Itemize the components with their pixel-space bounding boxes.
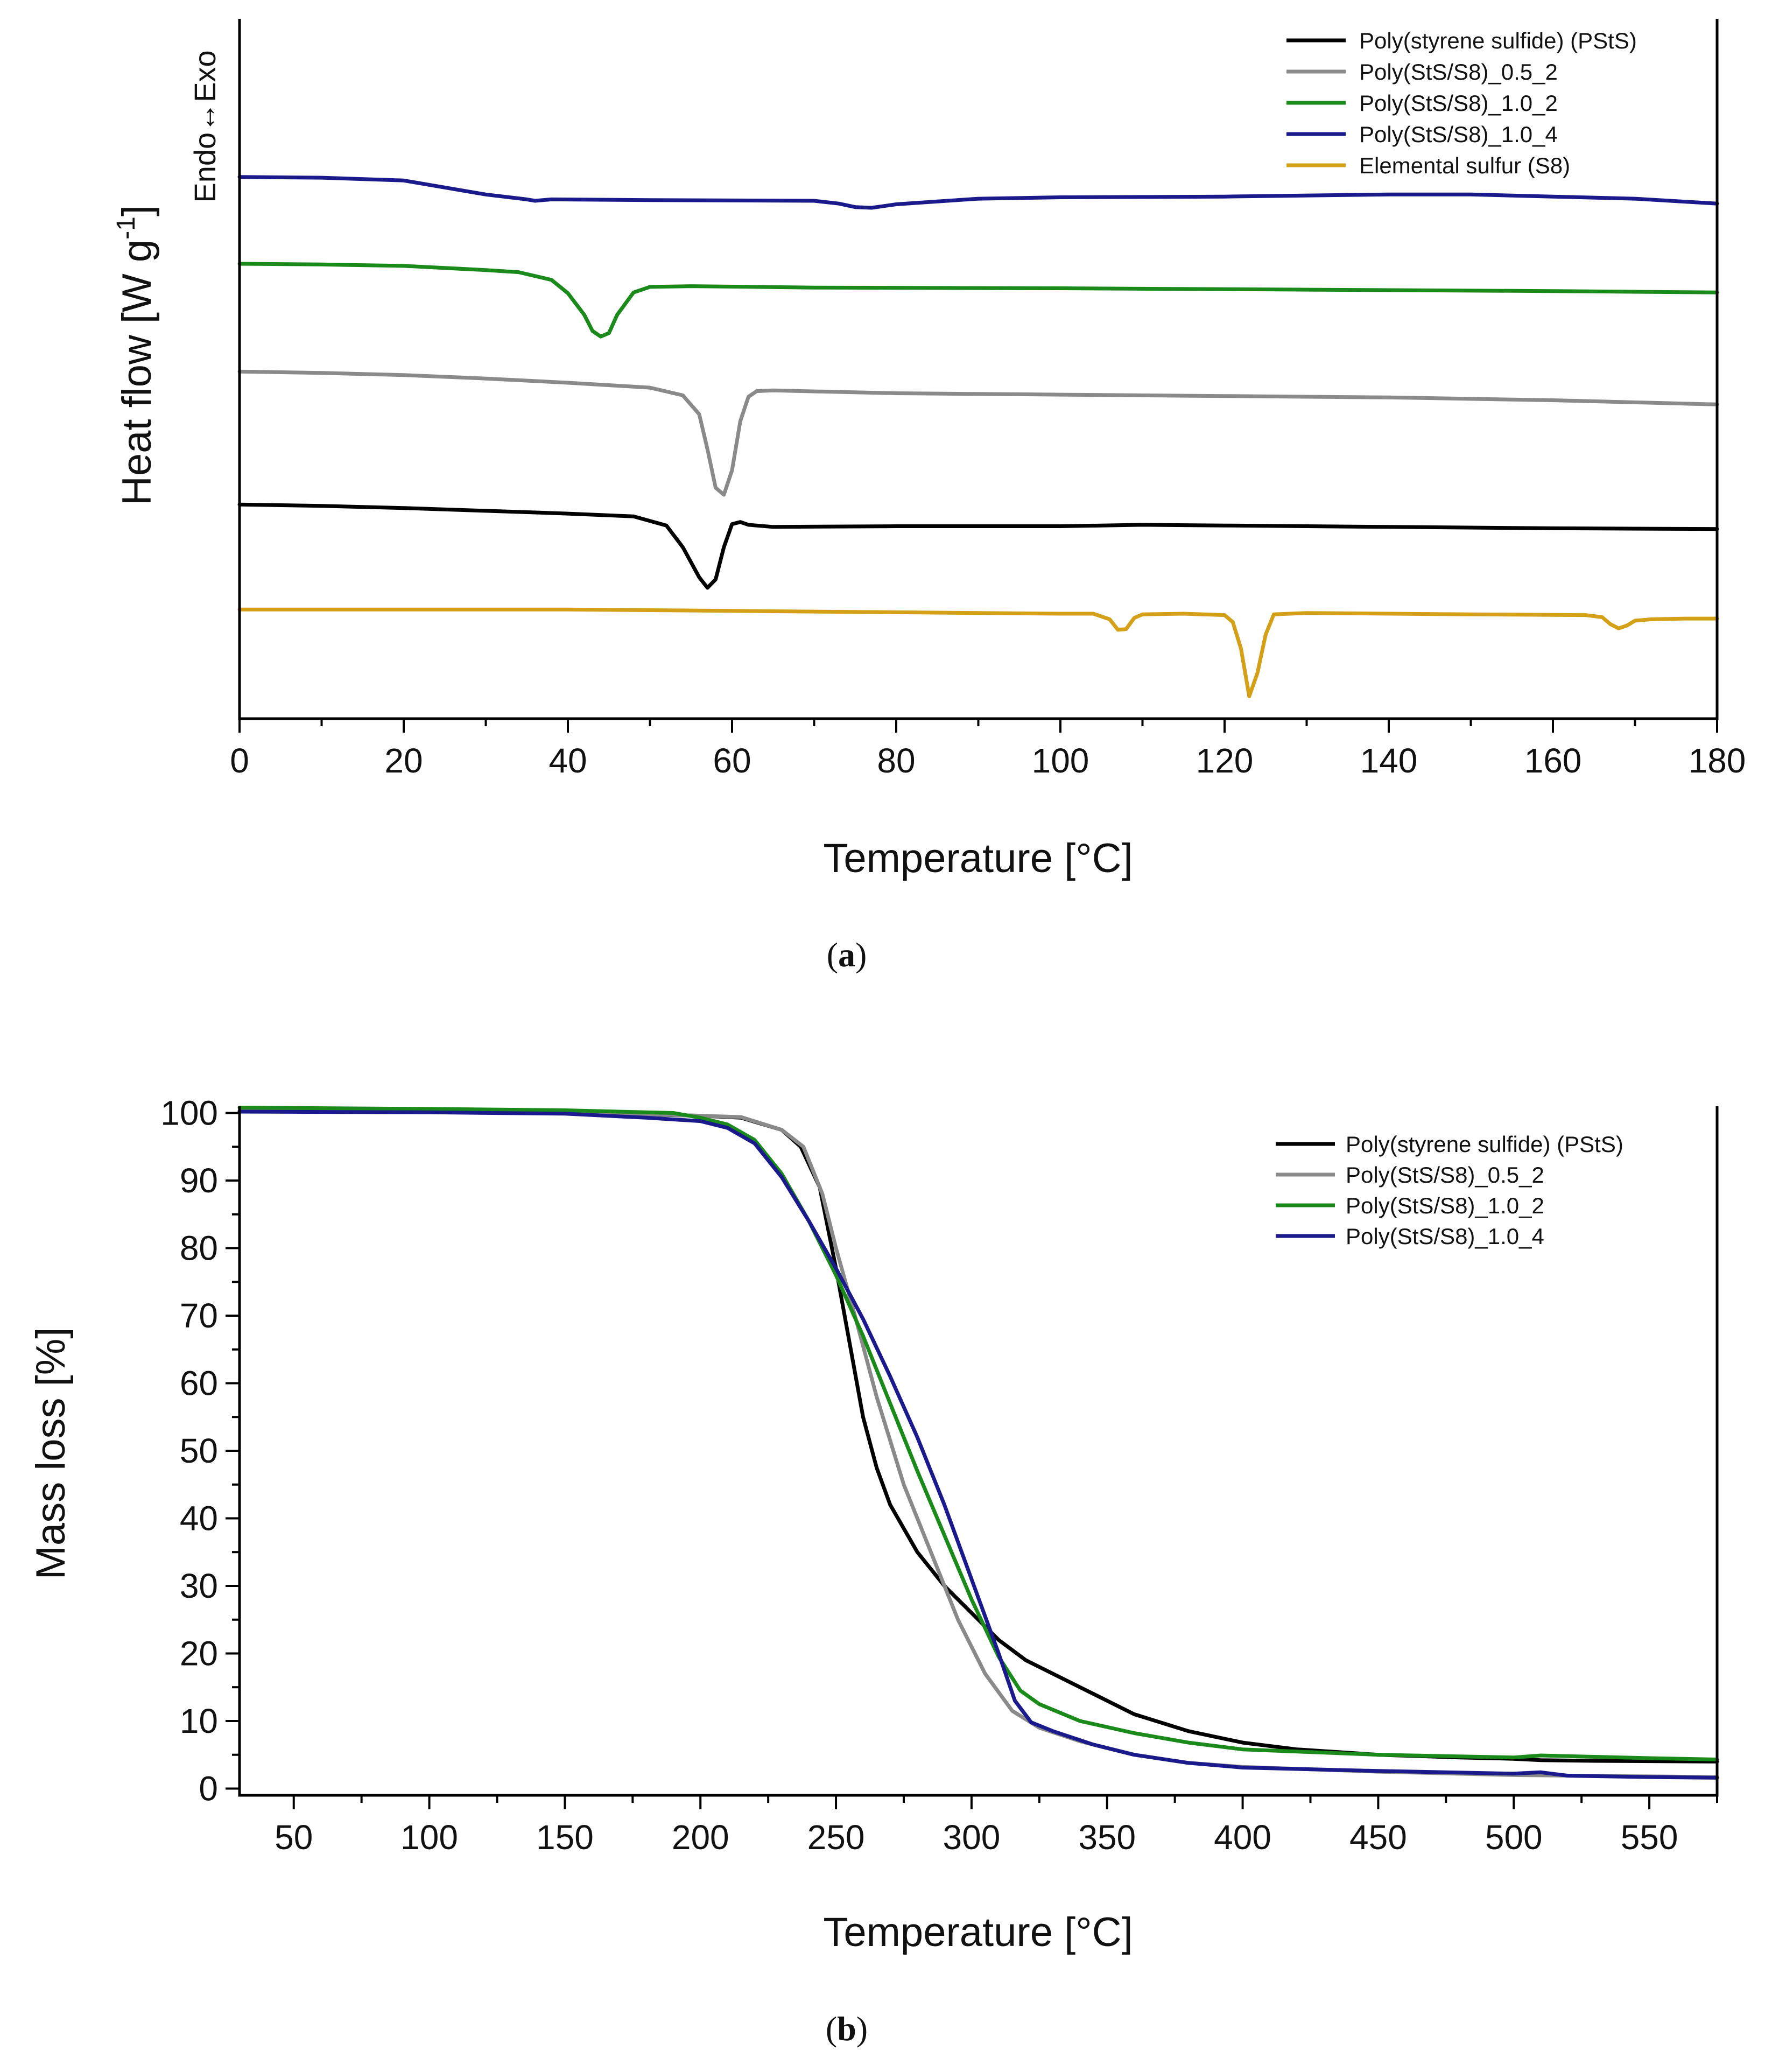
panel-b-y-tick-label: 100 [160, 1094, 218, 1133]
panel-a-series-line-5 [237, 607, 1719, 698]
panel-b-y-tick-label: 10 [180, 1702, 218, 1740]
panel-b-legend-label-4: Poly(StS/S8)_1.0_4 [1346, 1224, 1544, 1249]
panel-b-y-axis-title: Mass loss [%] [28, 1328, 74, 1580]
panel-b-x-tick-label: 550 [1621, 1818, 1678, 1857]
panel-b-x-tick-label: 500 [1485, 1818, 1543, 1857]
panel-b-y-tick-label: 30 [180, 1567, 218, 1605]
panel-b-series-line-4 [237, 1109, 1719, 1780]
panel-b-tga-chart: 50 100 150 200 250 300 350 400 450 500 550 0 10 20 30… [28, 1094, 1719, 2048]
panel-b-y-tick-label: 90 [180, 1161, 218, 1200]
panel-a-caption-label: a [838, 936, 855, 974]
panel-b-x-ticks: 50 100 150 200 250 300 350 400 450 500 550 [275, 1795, 1718, 1857]
panel-b-x-tick-label: 100 [400, 1818, 458, 1857]
panel-a-x-tick-label: 180 [1689, 741, 1746, 780]
panel-a-x-tick-label: 80 [877, 741, 915, 780]
panel-a-series-group [237, 175, 1719, 698]
panel-a-legend-label-1: Poly(styrene sulfide) (PStS) [1359, 28, 1637, 53]
panel-a-x-ticks: 0 20 40 60 80 100 120 140 160 180 [230, 719, 1746, 780]
panel-a-legend-label-2: Poly(StS/S8)_0.5_2 [1359, 59, 1558, 85]
panel-b-x-axis-title: Temperature [°C] [823, 1909, 1133, 1955]
panel-a-x-tick-label: 40 [549, 741, 587, 780]
panel-b-x-tick-label: 400 [1214, 1818, 1271, 1857]
panel-b-x-tick-label: 300 [943, 1818, 1001, 1857]
panel-a-y-axis-title-suffix: ] [114, 205, 160, 216]
panel-b-y-tick-label: 40 [180, 1499, 218, 1537]
panel-a-x-tick-label: 60 [713, 741, 751, 780]
panel-b-legend-label-3: Poly(StS/S8)_1.0_2 [1346, 1193, 1544, 1218]
panel-b-x-tick-label: 50 [275, 1818, 313, 1857]
panel-b-y-tick-label: 50 [180, 1431, 218, 1470]
panel-b-x-tick-label: 250 [807, 1818, 865, 1857]
panel-a-series-line-3 [237, 262, 1719, 339]
panel-a-y-axis-title-sup: -1 [112, 216, 140, 240]
panel-b-y-ticks: 0 10 20 30 40 50 60 70 80 90 100 [160, 1094, 240, 1808]
panel-b-caption: (b) [826, 2010, 868, 2048]
panel-a-series-line-1 [237, 502, 1719, 590]
panel-a-dsc-chart: 0 20 40 60 80 100 120 140 160 180 Temperature [°C… [112, 19, 1746, 974]
panel-b-x-tick-label: 450 [1349, 1818, 1407, 1857]
panel-b-series-line-3 [237, 1106, 1719, 1761]
panel-b-y-tick-label: 0 [199, 1769, 218, 1808]
panel-a-legend-label-3: Poly(StS/S8)_1.0_2 [1359, 90, 1558, 116]
panel-b-legend-label-1: Poly(styrene sulfide) (PStS) [1346, 1132, 1623, 1157]
panel-b-x-tick-label: 200 [672, 1818, 729, 1857]
panel-b-x-tick-label: 350 [1078, 1818, 1136, 1857]
panel-a-x-tick-label: 160 [1524, 741, 1582, 780]
panel-b-legend: Poly(styrene sulfide) (PStS) Poly(StS/S8)… [1276, 1132, 1623, 1249]
panel-a-x-tick-label: 0 [230, 741, 249, 780]
panel-a-y-axis-title-main: Heat flow [W g [114, 240, 160, 505]
panel-a-legend-label-5: Elemental sulfur (S8) [1359, 153, 1570, 178]
panel-a-endo-exo-label: Endo↔Exo [188, 50, 222, 202]
panel-b-series-group [237, 1106, 1719, 1780]
panel-b-caption-label: b [837, 2010, 856, 2048]
panel-a-caption: (a) [827, 936, 867, 974]
panel-a-legend: Poly(styrene sulfide) (PStS) Poly(StS/S8)… [1286, 28, 1637, 178]
panel-b-legend-label-2: Poly(StS/S8)_0.5_2 [1346, 1162, 1544, 1188]
panel-a-series-line-2 [237, 369, 1719, 497]
panel-b-y-tick-label: 60 [180, 1364, 218, 1403]
panel-a-x-tick-label: 20 [384, 741, 423, 780]
panel-b-x-tick-label: 150 [536, 1818, 594, 1857]
panel-b-y-tick-label: 80 [180, 1229, 218, 1268]
panel-a-x-axis-title: Temperature [°C] [823, 835, 1133, 881]
panel-a-series-line-4 [237, 175, 1719, 210]
panel-b-y-tick-label: 20 [180, 1634, 218, 1673]
panel-a-legend-label-4: Poly(StS/S8)_1.0_4 [1359, 122, 1558, 147]
panel-a-y-axis-title: Heat flow [W g-1] [112, 205, 160, 505]
panel-a-x-tick-label: 120 [1196, 741, 1254, 780]
panel-b-y-tick-label: 70 [180, 1296, 218, 1335]
panel-a-x-tick-label: 100 [1032, 741, 1089, 780]
panel-a-x-tick-label: 140 [1360, 741, 1418, 780]
